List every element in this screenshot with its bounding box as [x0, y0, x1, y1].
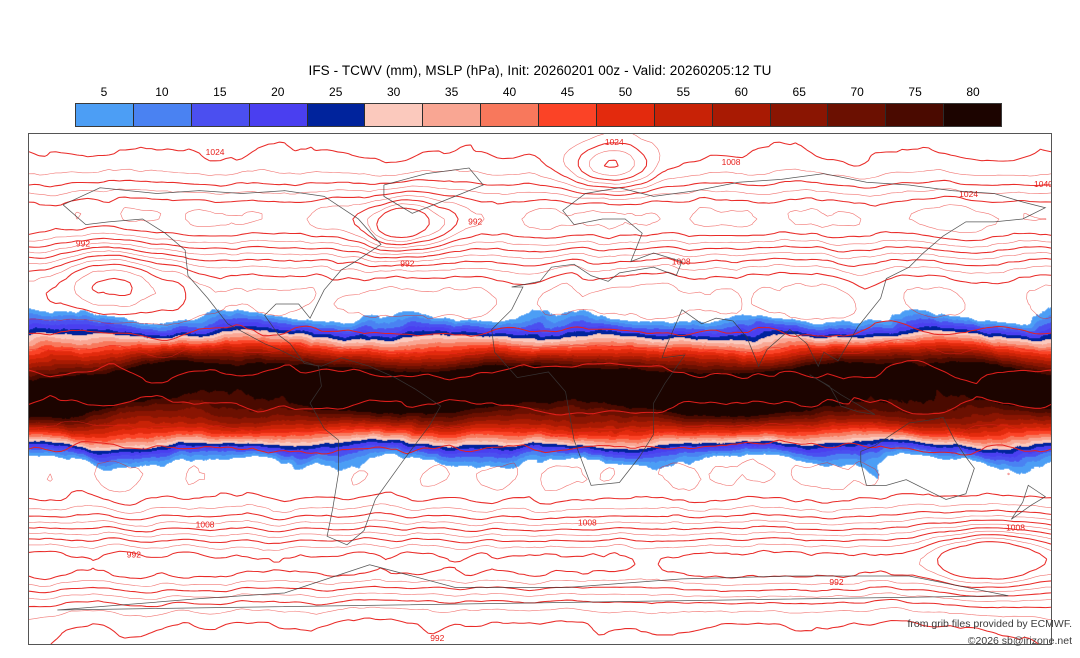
colorbar-tick-50: 50	[618, 85, 633, 99]
colorbar-band-55	[654, 104, 713, 126]
colorbar-tick-30: 30	[386, 85, 401, 99]
coastline	[860, 416, 975, 500]
colorbar-tick-labels: 5 10 15 20 25 30 35 40 45 50 55 60 65 70 75 80	[75, 82, 1002, 102]
colorbar-tick-60: 60	[734, 85, 748, 99]
mslp-isobar-1000	[29, 179, 1051, 609]
colorbar-tick-40: 40	[502, 85, 517, 99]
colorbar-tick-65: 65	[792, 85, 806, 99]
isobar-label: 1024	[959, 189, 978, 199]
colorbar-band-70	[828, 104, 887, 126]
copyright-credit: ©2026 sb@irizone.net	[967, 635, 1072, 647]
coastline	[809, 374, 876, 415]
isobar-label: 992	[127, 549, 141, 559]
colorbar-tick-15: 15	[213, 85, 227, 99]
colorbar-band-65	[770, 104, 829, 126]
coastline	[57, 564, 1009, 611]
colorbar-band-50	[596, 104, 655, 126]
isobar-label: 1040	[1034, 179, 1051, 189]
colorbar-tick-70: 70	[850, 85, 864, 99]
colorbar-band-20	[249, 104, 308, 126]
colorbar-band-5	[76, 104, 134, 126]
colorbar-band-80	[944, 104, 1001, 126]
mslp-isobar-976	[376, 207, 1048, 580]
mslp-isobar-1012	[29, 134, 1051, 514]
colorbar-tick-5: 5	[100, 85, 108, 99]
tcwv-shading-layer	[29, 134, 1051, 644]
mslp-isobar-1032	[91, 277, 133, 296]
page-title: IFS - TCWV (mm), MSLP (hPa), Init: 20260…	[308, 63, 772, 78]
isobar-label: 992	[76, 239, 90, 249]
isobar-label: 1008	[578, 517, 597, 527]
colorbar-tick-20: 20	[271, 85, 285, 99]
colorbar-bands	[75, 103, 1002, 127]
coastline	[1010, 484, 1047, 520]
isobar-label: 1008	[722, 157, 741, 167]
isobar-label: 1008	[196, 519, 215, 529]
isobar-label: 992	[430, 633, 444, 643]
mslp-isobar-992	[29, 190, 1051, 598]
isobar-label: 1024	[605, 137, 624, 147]
coastline	[491, 173, 1047, 486]
mslp-isobar-988	[29, 195, 1051, 593]
colorbar: 5 10 15 20 25 30 35 40 45 50 55 60 65 70 75 80	[75, 82, 1002, 128]
mslp-isobar-984	[29, 199, 1051, 588]
coastline	[383, 167, 484, 214]
colorbar-tick-35: 35	[444, 85, 459, 99]
isobar-label: 992	[468, 217, 482, 227]
colorbar-tick-25: 25	[329, 85, 343, 99]
mslp-isobar-1004	[29, 168, 1051, 621]
isobar-label: 992	[829, 577, 843, 587]
mslp-isobar-1016	[29, 142, 1051, 506]
colorbar-band-35	[423, 104, 482, 126]
mslp-isobar-1028	[73, 269, 157, 307]
colorbar-band-30	[365, 104, 424, 126]
colorbar-tick-10: 10	[155, 85, 169, 99]
colorbar-band-60	[712, 104, 771, 126]
map-frame[interactable]: 1024 1024 1008 1040 1024 992 992 992 1008 1008 100…	[28, 133, 1052, 645]
mslp-and-coastline-layer: 1024 1024 1008 1040 1024 992 992 992 1008 1008 100…	[29, 134, 1051, 644]
colorbar-band-45	[539, 104, 597, 126]
colorbar-band-15	[191, 104, 250, 126]
colorbar-tick-55: 55	[676, 85, 691, 99]
isobar-label: 1024	[206, 147, 225, 157]
mslp-isobar-1024	[45, 159, 619, 316]
mslp-isobar-1008	[29, 141, 1051, 644]
colorbar-tick-80: 80	[966, 85, 980, 99]
isobar-label: 992	[400, 258, 414, 268]
colorbar-tick-75: 75	[908, 85, 922, 99]
colorbar-band-75	[886, 104, 945, 126]
colorbar-band-25	[307, 104, 366, 126]
colorbar-tick-45: 45	[560, 85, 575, 99]
coastline	[62, 187, 442, 546]
colorbar-band-40	[481, 104, 539, 126]
isobar-label: 1008	[1006, 522, 1025, 532]
data-source-credit: from grib files provided by ECMWF.	[907, 618, 1072, 630]
mslp-isobar-980	[367, 203, 1051, 584]
colorbar-band-10	[133, 104, 192, 126]
